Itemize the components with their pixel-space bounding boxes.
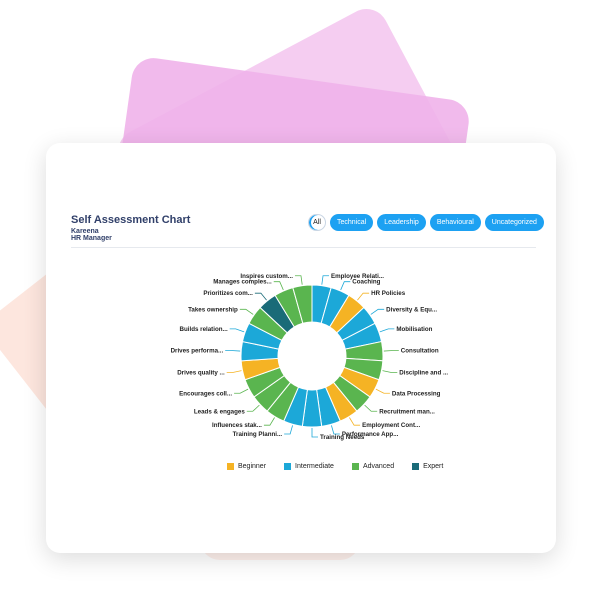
user-role: HR Manager: [71, 235, 112, 242]
segment-label: Prioritizes com...: [203, 290, 253, 297]
legend-label: Advanced: [362, 463, 395, 470]
label-leader-line: [311, 428, 318, 438]
label-leader-line: [375, 388, 390, 394]
segment-label: Influences stak...: [212, 422, 262, 429]
segment-label: Training Planni...: [233, 431, 283, 438]
label-leader-line: [340, 281, 351, 291]
filter-all-button[interactable]: All: [308, 214, 326, 231]
chart-card: Self Assessment Chart Kareena HR Manager…: [46, 143, 556, 553]
filter-pills: All Technical Leadership Behavioural Unc…: [308, 214, 544, 231]
segment-label: Mobilisation: [396, 326, 432, 333]
legend-item-beginner: Beginner: [227, 463, 266, 470]
legend-label: Expert: [423, 463, 444, 470]
label-leader-line: [349, 417, 361, 426]
filter-leadership-button[interactable]: Leadership: [377, 214, 426, 231]
page-title: Self Assessment Chart: [71, 214, 191, 226]
legend-label: Beginner: [238, 463, 267, 470]
segment-label: Builds relation...: [180, 326, 228, 333]
legend-item-expert: Expert: [412, 463, 443, 470]
segment-label: Employment Cont...: [362, 422, 420, 429]
label-leader-line: [225, 350, 241, 352]
segment-label: Discipline and ...: [399, 369, 448, 376]
label-leader-line: [364, 404, 378, 412]
filter-technical-button[interactable]: Technical: [330, 214, 374, 231]
legend-swatch: [284, 463, 292, 470]
label-leader-line: [263, 417, 275, 426]
label-leader-line: [246, 404, 260, 412]
segment-label: Training Needs: [320, 434, 365, 441]
label-leader-line: [226, 370, 242, 373]
label-leader-line: [321, 275, 330, 285]
label-leader-line: [294, 275, 303, 285]
filter-behavioural-button[interactable]: Behavioural: [429, 214, 481, 231]
legend-item-intermediate: Intermediate: [284, 463, 334, 470]
label-leader-line: [370, 308, 385, 315]
segment-label: Consultation: [401, 347, 439, 354]
label-leader-line: [254, 292, 267, 301]
label-leader-line: [239, 308, 254, 315]
donut-chart: Employee Relati...Coaching HR Policies Div…: [171, 273, 449, 441]
label-leader-line: [357, 292, 370, 301]
divider: [71, 247, 536, 248]
donut-segment[interactable]: [292, 284, 313, 324]
legend-swatch: [351, 463, 359, 470]
segment-label: Manages comples...: [213, 279, 272, 286]
segment-label: Performance App...: [342, 431, 399, 438]
label-leader-line: [331, 425, 340, 435]
chart-legend: Beginner Intermediate Advanced Expert: [227, 463, 443, 470]
label-leader-line: [383, 350, 399, 352]
segment-label: Diversity & Equ...: [386, 306, 437, 313]
segment-label: Coaching: [352, 279, 380, 286]
segment-label: Takes ownership: [188, 306, 238, 313]
legend-swatch: [227, 463, 234, 470]
filter-uncategorized-button[interactable]: Uncategorized: [484, 214, 544, 231]
legend-swatch: [412, 463, 420, 470]
label-leader-line: [382, 370, 398, 373]
label-leader-line: [234, 388, 249, 394]
user-name: Kareena: [71, 228, 99, 235]
label-leader-line: [273, 281, 284, 291]
label-leader-line: [229, 328, 245, 333]
segment-label: Drives performa...: [171, 347, 224, 354]
legend-item-advanced: Advanced: [351, 463, 395, 470]
segment-label: HR Policies: [371, 290, 406, 297]
segment-label: Recruitment man...: [379, 408, 435, 415]
segment-label: Employee Relati...: [331, 273, 384, 280]
label-leader-line: [284, 425, 293, 435]
segment-label: Encourages coll...: [179, 390, 232, 397]
label-leader-line: [379, 328, 395, 333]
segment-label: Data Processing: [392, 390, 441, 397]
segment-label: Drives quality ...: [177, 369, 225, 376]
legend-label: Intermediate: [295, 463, 334, 470]
segment-label: Leads & engages: [194, 408, 245, 415]
segment-label: Inspires custom...: [240, 273, 293, 280]
